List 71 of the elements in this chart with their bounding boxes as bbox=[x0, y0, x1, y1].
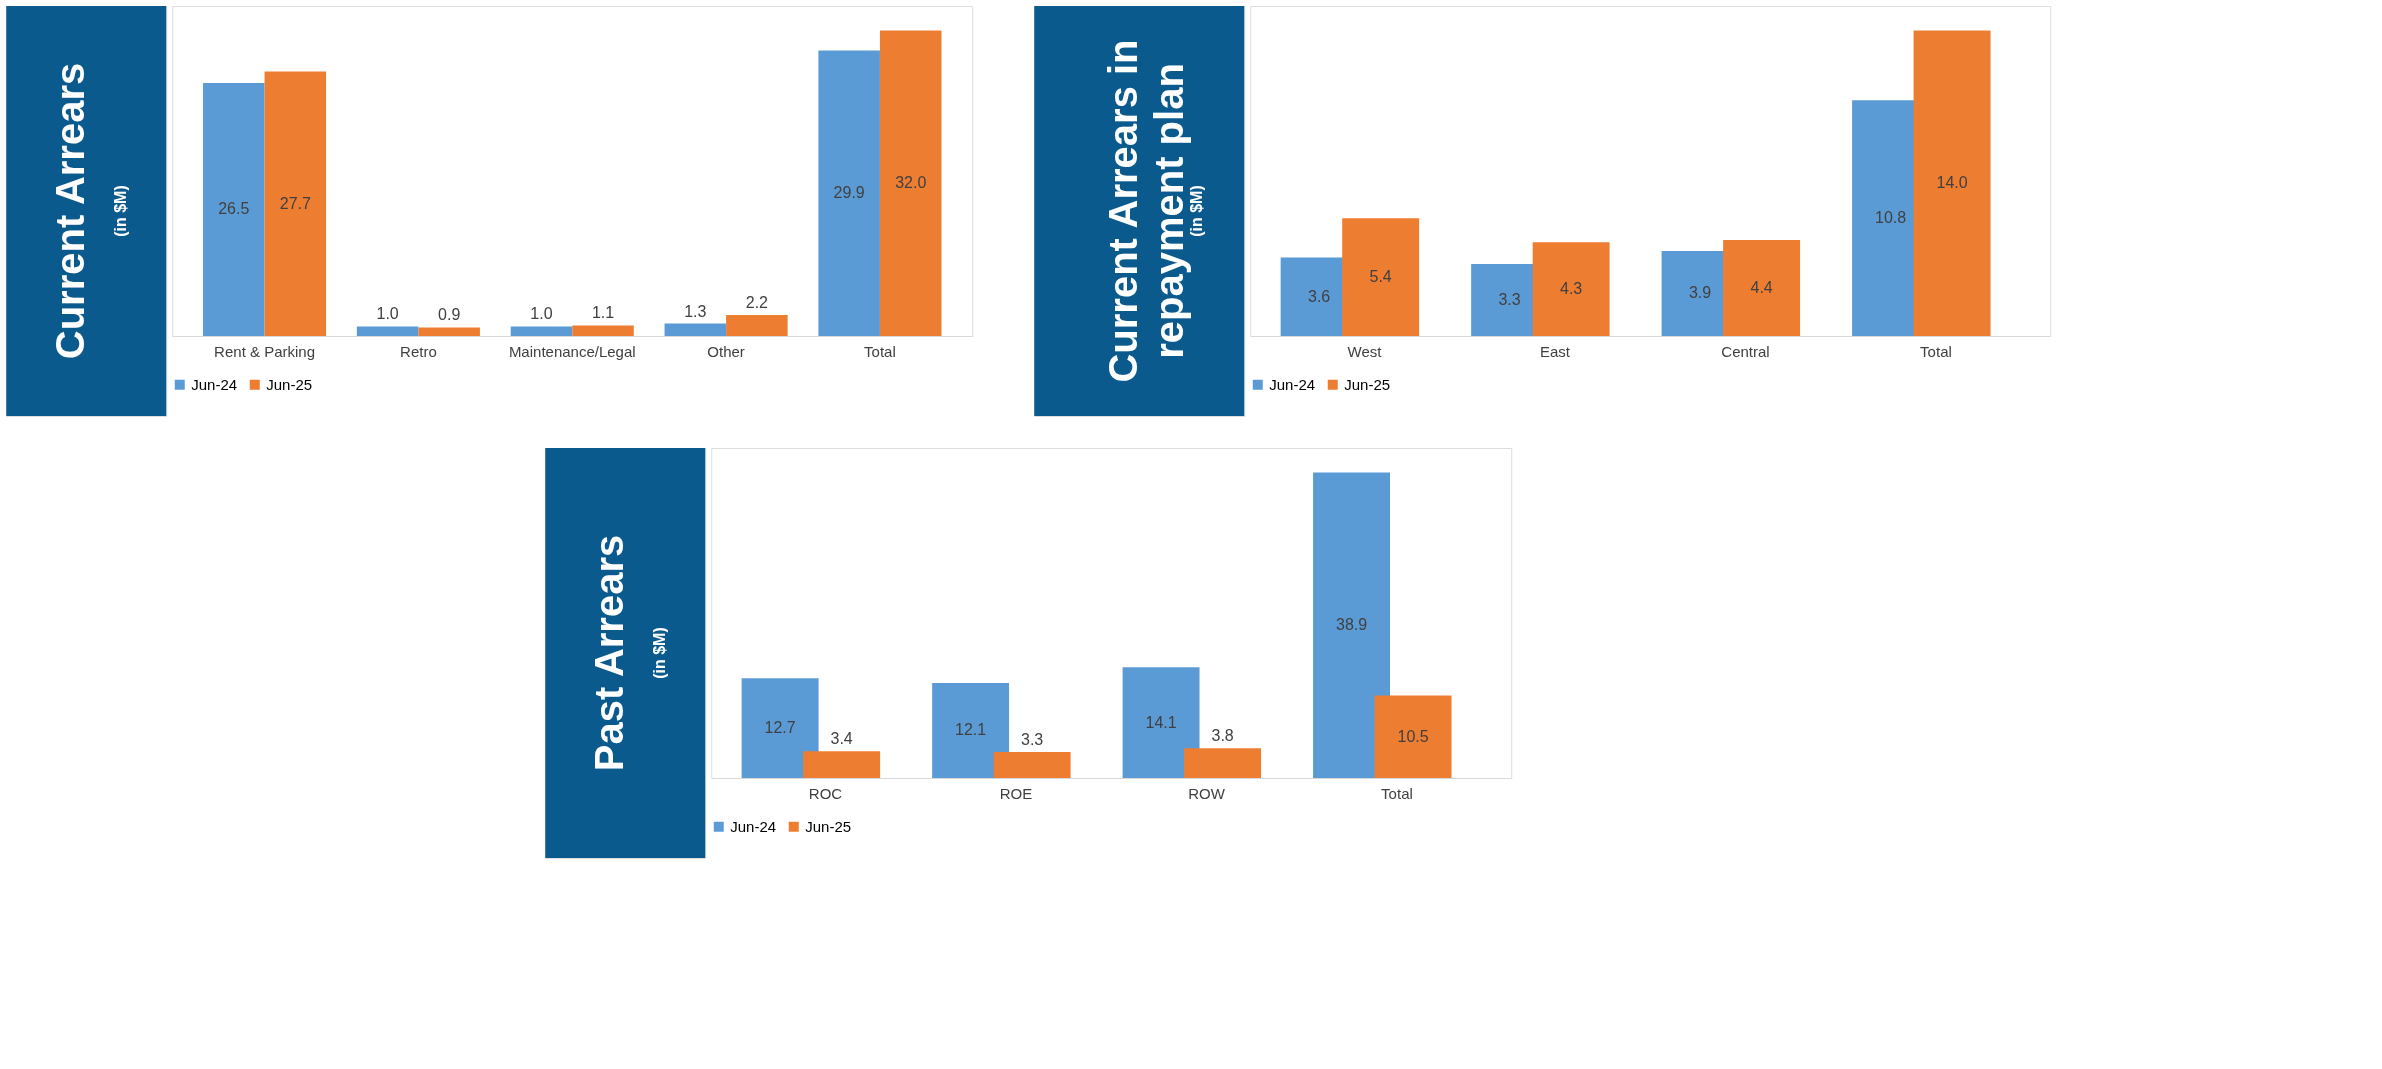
bar bbox=[510, 326, 573, 336]
data-label: 14.0 bbox=[1936, 174, 1968, 192]
bar bbox=[879, 30, 942, 336]
data-label: 0.9 bbox=[438, 306, 461, 324]
bar bbox=[1913, 30, 1991, 336]
bar bbox=[803, 751, 881, 778]
data-label: 1.0 bbox=[530, 305, 553, 323]
data-label: 4.4 bbox=[1750, 278, 1773, 296]
text: (in $M) bbox=[112, 185, 130, 237]
text: (in $M) bbox=[651, 627, 669, 679]
legend-label: Jun-24 bbox=[1269, 375, 1316, 393]
legend-label: Jun-24 bbox=[191, 375, 238, 393]
legend-label: Jun-24 bbox=[730, 817, 777, 835]
bar bbox=[1122, 667, 1200, 778]
bar bbox=[1313, 472, 1390, 778]
x-tick-label: ROE bbox=[999, 784, 1033, 802]
data-label: 3.9 bbox=[1688, 284, 1712, 302]
bar bbox=[1532, 242, 1610, 336]
data-label: 2.2 bbox=[745, 293, 769, 311]
bar bbox=[993, 752, 1071, 778]
bar bbox=[203, 82, 265, 336]
x-tick-label: Total bbox=[1381, 784, 1413, 802]
data-label: 26.5 bbox=[218, 200, 250, 218]
x-tick-label: Rent & Parking bbox=[214, 342, 315, 360]
bar bbox=[741, 678, 819, 778]
data-label: 1.3 bbox=[684, 302, 707, 320]
data-label: 12.7 bbox=[764, 719, 796, 737]
bar bbox=[418, 327, 480, 336]
data-label: 3.3 bbox=[1021, 731, 1044, 749]
data-label: 10.5 bbox=[1397, 727, 1429, 745]
legend-label: Jun-25 bbox=[266, 375, 313, 393]
bar bbox=[932, 682, 1010, 778]
x-tick-label: Central bbox=[1721, 342, 1770, 360]
bar bbox=[356, 326, 419, 336]
data-label: 38.9 bbox=[1335, 616, 1368, 634]
bar bbox=[572, 325, 634, 336]
data-label: 3.6 bbox=[1307, 287, 1331, 305]
text: Past Arrears bbox=[587, 534, 632, 772]
data-label: 10.8 bbox=[1874, 209, 1907, 227]
bar bbox=[1184, 748, 1262, 778]
data-label: 3.4 bbox=[830, 730, 853, 748]
x-tick-label: Total bbox=[864, 342, 896, 360]
legend-label: Jun-25 bbox=[805, 817, 852, 835]
data-label: 14.1 bbox=[1145, 713, 1177, 731]
legend-label: Jun-25 bbox=[1344, 375, 1391, 393]
bar bbox=[1374, 695, 1452, 778]
x-tick-label: Other bbox=[707, 342, 745, 360]
data-label: 29.9 bbox=[833, 184, 865, 202]
x-tick-label: Total bbox=[1920, 342, 1952, 360]
data-label: 27.7 bbox=[279, 194, 311, 212]
bar bbox=[818, 50, 880, 336]
text: Current Arrears bbox=[48, 62, 93, 360]
x-tick-label: West bbox=[1347, 342, 1383, 360]
x-tick-label: Maintenance/Legal bbox=[508, 342, 636, 360]
data-label: 12.1 bbox=[955, 721, 987, 739]
bar bbox=[264, 71, 327, 336]
bar bbox=[726, 314, 788, 336]
data-label: 5.4 bbox=[1369, 268, 1392, 286]
x-tick-label: ROC bbox=[808, 784, 843, 802]
bar bbox=[1342, 218, 1420, 336]
data-label: 4.3 bbox=[1560, 280, 1583, 298]
data-label: 1.0 bbox=[376, 305, 399, 323]
data-label: 3.8 bbox=[1211, 727, 1234, 745]
x-tick-label: ROW bbox=[1188, 784, 1226, 802]
bar bbox=[1723, 239, 1801, 336]
data-label: 3.3 bbox=[1498, 290, 1521, 308]
x-tick-label: East bbox=[1540, 342, 1571, 360]
data-label: 1.1 bbox=[591, 304, 615, 322]
bar bbox=[664, 323, 727, 336]
x-tick-label: Retro bbox=[400, 342, 437, 360]
data-label: 32.0 bbox=[895, 174, 927, 192]
